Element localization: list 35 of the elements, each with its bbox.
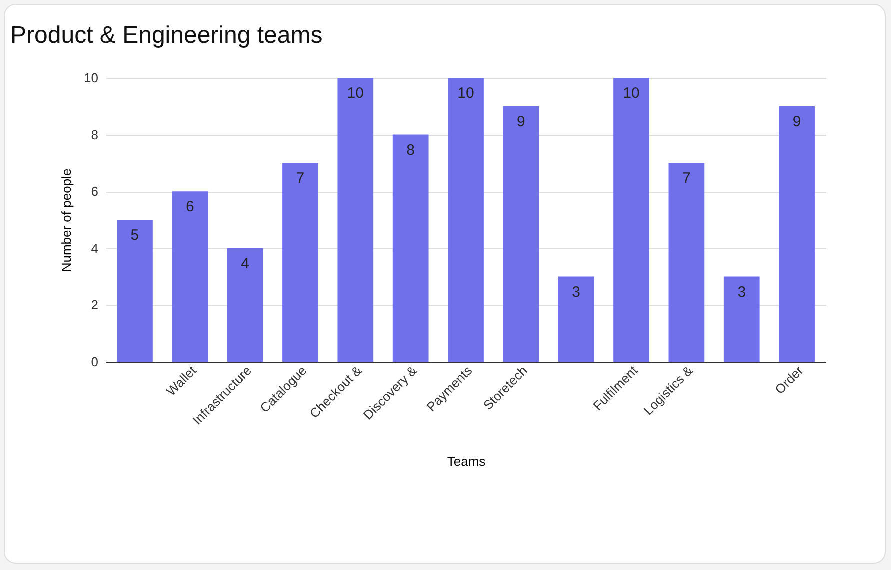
y-tick-label: 0	[91, 354, 98, 370]
data-label: 5	[130, 227, 140, 244]
data-label: 9	[792, 113, 802, 130]
data-label: 4	[241, 255, 250, 272]
data-label: 7	[296, 170, 305, 188]
y-tick-label: 2	[91, 298, 98, 313]
data-label: 8	[406, 142, 415, 159]
bar	[338, 78, 374, 362]
data-label: 10	[458, 85, 474, 102]
bar	[172, 192, 208, 362]
data-label: 3	[738, 284, 746, 301]
y-tick-label: 4	[91, 240, 98, 256]
bar	[614, 78, 650, 362]
bar	[558, 276, 594, 362]
y-tick-label: 6	[91, 184, 98, 200]
data-label: 10	[623, 85, 640, 102]
bar	[392, 134, 429, 362]
bar	[117, 220, 153, 362]
data-label: 6	[186, 198, 194, 216]
bar	[724, 276, 760, 362]
bar	[227, 248, 264, 362]
bar	[282, 163, 318, 362]
y-tick-label: 8	[91, 127, 98, 142]
bar	[503, 106, 540, 362]
y-axis-title: Number of people	[59, 168, 74, 272]
data-label: 9	[517, 113, 526, 130]
data-label: 7	[682, 170, 691, 188]
bar	[668, 163, 705, 362]
bar	[448, 78, 484, 362]
chart-title: Product & Engineering teams	[10, 22, 323, 49]
data-label: 10	[347, 85, 364, 102]
y-tick-label: 10	[84, 70, 98, 86]
data-label: 3	[572, 284, 581, 301]
bar	[779, 106, 815, 362]
x-axis-title: Teams	[447, 454, 486, 469]
